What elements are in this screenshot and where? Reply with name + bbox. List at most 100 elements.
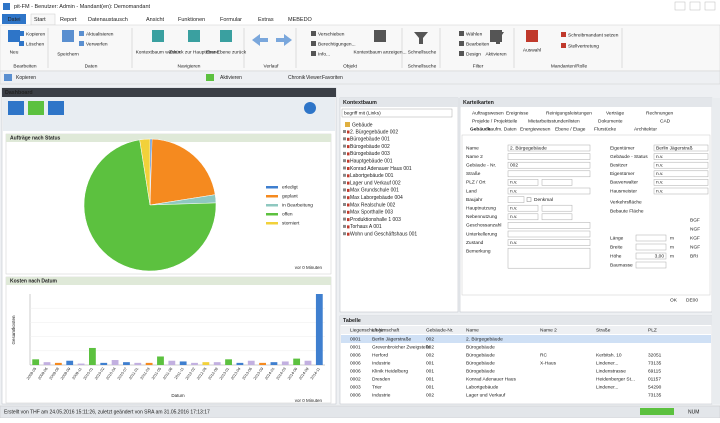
table-cell[interactable]: 73135	[648, 392, 662, 398]
tab[interactable]: Projekte / Projektteile	[472, 118, 518, 124]
tab[interactable]: Architektur	[634, 126, 657, 132]
field-value[interactable]: n.v.	[510, 241, 517, 246]
table-cell[interactable]: 54290	[648, 384, 662, 390]
table-cell[interactable]: 0006	[350, 368, 361, 374]
tree-item[interactable]: Max Grundschule 001	[350, 188, 399, 194]
table-cell[interactable]: 002	[426, 344, 434, 350]
table-cell[interactable]: 002	[426, 392, 434, 398]
toolbar-button[interactable]: Chronik	[288, 75, 306, 81]
tab[interactable]: kaufm. Daten	[488, 126, 517, 132]
table-cell[interactable]: 001	[426, 368, 434, 374]
tab[interactable]: CAD	[660, 118, 671, 124]
tab[interactable]: Mietarbeitsstundenlisten	[528, 118, 580, 124]
ribbon-button[interactable]: Info...	[318, 51, 330, 57]
table-cell[interactable]: Bürogebäude	[466, 368, 495, 374]
table-cell[interactable]: Lager und Verkauf	[466, 392, 506, 398]
field-value[interactable]: 2. Bürgegebäude	[510, 145, 547, 151]
tab[interactable]: Gebäude	[470, 126, 491, 132]
ribbon-button[interactable]: Zurück zur Hauptebene	[169, 49, 219, 55]
table-cell[interactable]: Bürogebäude	[466, 352, 495, 358]
table-cell[interactable]: Heidenberger St...	[596, 376, 635, 382]
table-cell[interactable]: Bürogebäude	[466, 360, 495, 366]
table-cell[interactable]: 2. Bürgegebäude	[466, 336, 503, 342]
ribbon-button[interactable]: Berechtigungen...	[318, 41, 356, 47]
table-cell[interactable]: Labortgebäude	[466, 384, 499, 390]
tab[interactable]: Report	[60, 17, 77, 23]
field-value[interactable]: n.v.	[656, 181, 663, 186]
table-cell[interactable]: Industrie	[372, 392, 391, 398]
table-cell[interactable]: Lindener...	[596, 360, 618, 366]
ribbon-button[interactable]: Design	[466, 51, 481, 57]
dashboard-collapse[interactable]	[304, 102, 316, 114]
tab[interactable]: Formular	[220, 17, 242, 23]
table-cell[interactable]: 0006	[350, 392, 361, 398]
tree-item[interactable]: 2. Bürgegebäude 002	[350, 129, 398, 135]
table-cell[interactable]: 0006	[350, 352, 361, 358]
ribbon-button[interactable]: Stellvertretung	[568, 43, 599, 49]
table-cell[interactable]: Industrie	[372, 360, 391, 366]
table-cell[interactable]: Kerbitsh. 10	[596, 352, 622, 358]
table-cell[interactable]: X-Haus	[540, 360, 557, 366]
footer-button[interactable]: OK	[670, 297, 678, 303]
ribbon-button[interactable]: Kontextbaum wählen	[136, 49, 181, 55]
field-value[interactable]: n.v.	[656, 189, 663, 194]
table-cell[interactable]: 002	[426, 352, 434, 358]
table-cell[interactable]: Konrad Adenauer Haus	[466, 376, 516, 382]
toolbar-button[interactable]: Viewer:	[306, 75, 323, 81]
table-cell[interactable]: Herford	[372, 352, 388, 358]
tab[interactable]: Energiewesen	[520, 126, 551, 132]
tab[interactable]: Datei	[8, 17, 21, 23]
tab[interactable]: Extras	[258, 17, 274, 23]
tree-item[interactable]: Torhaus A 001	[350, 224, 382, 230]
tab[interactable]: Ebene / Etage	[555, 126, 586, 132]
table-cell[interactable]: 001	[426, 384, 434, 390]
field-value[interactable]: n.v.	[656, 163, 663, 168]
table-cell[interactable]: Dresden	[372, 376, 390, 382]
tab[interactable]: Ansicht	[146, 17, 165, 23]
tree-item[interactable]: Bürogebäude 002	[350, 144, 390, 150]
tab[interactable]: Flurstücke	[594, 126, 616, 132]
table-cell[interactable]: Lindener...	[596, 384, 618, 390]
tree-item[interactable]: Produktionshalle 1 003	[350, 217, 401, 223]
tree-item[interactable]: Hauptgebäude 001	[350, 159, 393, 165]
field-value[interactable]: 002	[510, 162, 518, 168]
tab[interactable]: Datenaustausch	[88, 17, 128, 23]
tree-item[interactable]: Bürogebäude 003	[350, 151, 390, 157]
quick-search[interactable]: Schnellsuche	[408, 49, 437, 55]
table-cell[interactable]: 32051	[648, 352, 662, 358]
tree-item[interactable]: Lager und Verkauf 002	[350, 180, 401, 186]
table-cell[interactable]: 73135	[648, 360, 662, 366]
ribbon-button[interactable]: Eine Ebene zurück	[206, 49, 247, 55]
ribbon-button[interactable]: Wählen	[466, 31, 483, 37]
field-value[interactable]: n.v.	[510, 215, 517, 220]
table-cell[interactable]: Berlin Jägerstraße	[372, 336, 412, 342]
tab[interactable]: Ereignisse	[506, 110, 529, 116]
table-cell[interactable]: Grevenbroicher Zweigstelle	[372, 344, 431, 350]
table-cell[interactable]: Lindenstrasse	[596, 368, 626, 374]
ribbon-button[interactable]: Kontextbaum anzeigen...	[353, 49, 406, 55]
table-cell[interactable]: 0003	[350, 384, 361, 390]
checkbox-label[interactable]: Denkmal	[534, 197, 553, 203]
ribbon-button[interactable]: Aktivieren	[485, 51, 506, 57]
table-cell[interactable]: Bürogebäude	[466, 344, 495, 350]
tab[interactable]: Verträge	[606, 110, 624, 116]
tab[interactable]: Reinigungsleistungen	[546, 110, 592, 116]
ribbon-button[interactable]: Löschen	[26, 41, 44, 47]
field-value[interactable]: n.v.	[510, 206, 517, 211]
table-cell[interactable]: 69115	[648, 368, 661, 374]
table-cell[interactable]: 0002	[350, 376, 361, 382]
ribbon-button[interactable]: Auswahl	[523, 47, 541, 53]
table-cell[interactable]: 0001	[350, 344, 361, 350]
tree-item[interactable]: Labortgebäude 001	[350, 173, 394, 179]
toolbar-button[interactable]: Kopieren	[16, 75, 36, 81]
table-cell[interactable]: Trier	[372, 384, 382, 390]
ribbon-button[interactable]: Aktualisieren	[86, 31, 114, 37]
tree-item[interactable]: Max Realschule 002	[350, 202, 396, 208]
toolbar-button[interactable]: Favoriten	[322, 75, 343, 81]
ribbon-button[interactable]: Schreibmandant setzen	[568, 32, 619, 38]
table-cell[interactable]: 01157	[648, 376, 661, 382]
field-value[interactable]: n.v.	[510, 189, 517, 194]
tab[interactable]: Rechnungen	[646, 110, 674, 116]
tab[interactable]: Dokumente	[598, 118, 623, 124]
ribbon-button[interactable]: Neu	[10, 49, 19, 55]
